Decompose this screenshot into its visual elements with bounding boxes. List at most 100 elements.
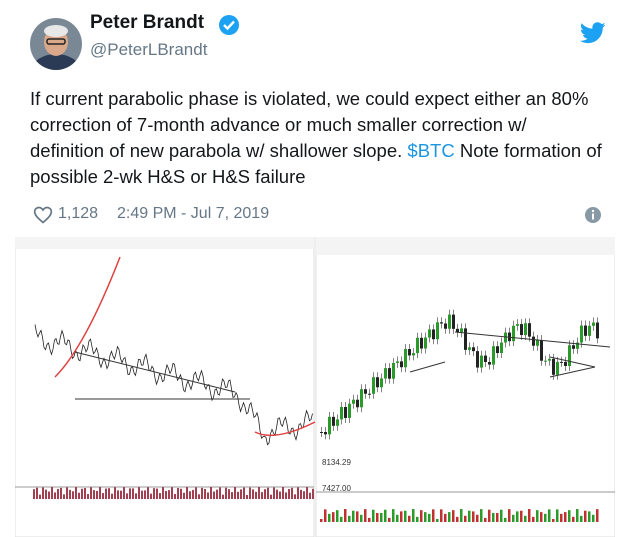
candle xyxy=(472,347,475,352)
volume-bar xyxy=(568,510,571,522)
candle xyxy=(436,322,439,340)
volume-bar xyxy=(36,487,38,499)
volume-bar xyxy=(255,491,257,499)
candle xyxy=(468,347,471,350)
volume-bar xyxy=(500,509,503,522)
volume-bar xyxy=(132,488,134,499)
parabola xyxy=(254,421,316,437)
volume-bar xyxy=(452,510,455,522)
like-count[interactable]: 1,128 xyxy=(58,205,99,222)
candle xyxy=(444,323,447,329)
like-icon[interactable] xyxy=(33,205,53,225)
volume-bar xyxy=(344,509,347,522)
tweet-media[interactable]: 8134.29 7427.00 xyxy=(15,237,615,537)
candle xyxy=(456,328,459,333)
volume-bar xyxy=(210,487,212,499)
volume-bar xyxy=(468,510,471,522)
candle xyxy=(568,345,571,366)
volume-bar xyxy=(300,489,302,499)
candle xyxy=(416,337,419,354)
trend-line xyxy=(549,366,596,378)
candle xyxy=(368,393,371,395)
candle xyxy=(340,406,343,420)
volume-bar xyxy=(516,511,519,522)
avatar[interactable] xyxy=(30,18,82,70)
volume-bar xyxy=(126,493,128,499)
candle xyxy=(376,377,379,388)
candle xyxy=(572,345,575,349)
candle xyxy=(564,361,567,366)
candle xyxy=(380,378,383,388)
trend-line xyxy=(454,331,611,348)
volume-bar xyxy=(564,512,567,522)
candle xyxy=(452,314,455,329)
volume-bar xyxy=(356,511,359,522)
volume-bar xyxy=(45,489,47,499)
volume-bar xyxy=(416,516,419,522)
volume-bar xyxy=(60,487,62,499)
candle xyxy=(520,324,523,336)
volume-bar xyxy=(276,489,278,499)
volume-bar xyxy=(444,513,447,522)
volume-bar xyxy=(108,488,110,499)
volume-bar xyxy=(234,487,236,499)
volume-bar xyxy=(231,492,233,499)
volume-bar xyxy=(252,489,254,499)
volume-bar xyxy=(312,488,314,499)
volume-bar xyxy=(39,494,41,499)
volume-bar xyxy=(54,492,56,499)
candle xyxy=(424,337,427,349)
verified-badge xyxy=(219,15,239,35)
volume-bar xyxy=(309,492,311,499)
volume-bar xyxy=(303,491,305,499)
trend-line xyxy=(549,356,596,368)
volume-bar xyxy=(512,514,515,522)
volume-bar xyxy=(225,487,227,499)
candle xyxy=(420,337,423,349)
volume-bar xyxy=(177,488,179,499)
volume-bar xyxy=(328,513,331,522)
text: Note formation of possible 2-wk H&S or H… xyxy=(30,140,602,187)
volume-bar xyxy=(180,488,182,499)
chart-header xyxy=(15,237,314,249)
volume-bar xyxy=(544,513,547,522)
volume-bar xyxy=(288,488,290,499)
author-name[interactable]: Peter Brandt xyxy=(90,12,205,33)
candle xyxy=(576,342,579,349)
volume-bar xyxy=(282,487,284,499)
volume-bar xyxy=(141,490,143,499)
volume-bar xyxy=(536,510,539,522)
volume-bar xyxy=(297,487,299,499)
author-handle[interactable]: @PeterLBrandt xyxy=(90,40,208,59)
candle xyxy=(560,361,563,363)
volume-bar xyxy=(592,514,595,522)
volume-bar xyxy=(264,489,266,499)
volume-bar xyxy=(285,492,287,499)
volume-bar xyxy=(580,515,583,522)
info-icon[interactable] xyxy=(584,206,602,224)
candle xyxy=(500,342,503,354)
candle xyxy=(528,323,531,337)
candle xyxy=(324,432,327,435)
volume-bar xyxy=(270,494,272,499)
volume-bar xyxy=(552,518,555,522)
volume-bar xyxy=(508,509,511,522)
volume-bar xyxy=(492,512,495,522)
volume-bar xyxy=(90,487,92,499)
volume-bar xyxy=(150,493,152,499)
twitter-logo[interactable] xyxy=(580,22,606,44)
volume-bar xyxy=(424,512,427,522)
cashtag[interactable]: $BTC xyxy=(407,140,455,161)
candle xyxy=(348,403,351,418)
volume-bar xyxy=(476,514,479,522)
candle xyxy=(592,322,595,326)
volume-bar xyxy=(496,512,499,522)
candle xyxy=(440,322,443,324)
volume-bar xyxy=(306,487,308,499)
candle xyxy=(400,361,403,368)
volume-bar xyxy=(484,517,487,522)
candle xyxy=(344,406,347,418)
timestamp[interactable]: 2:49 PM - Jul 7, 2019 xyxy=(117,205,270,222)
volume-bar xyxy=(111,493,113,499)
volume-bar xyxy=(396,514,399,522)
